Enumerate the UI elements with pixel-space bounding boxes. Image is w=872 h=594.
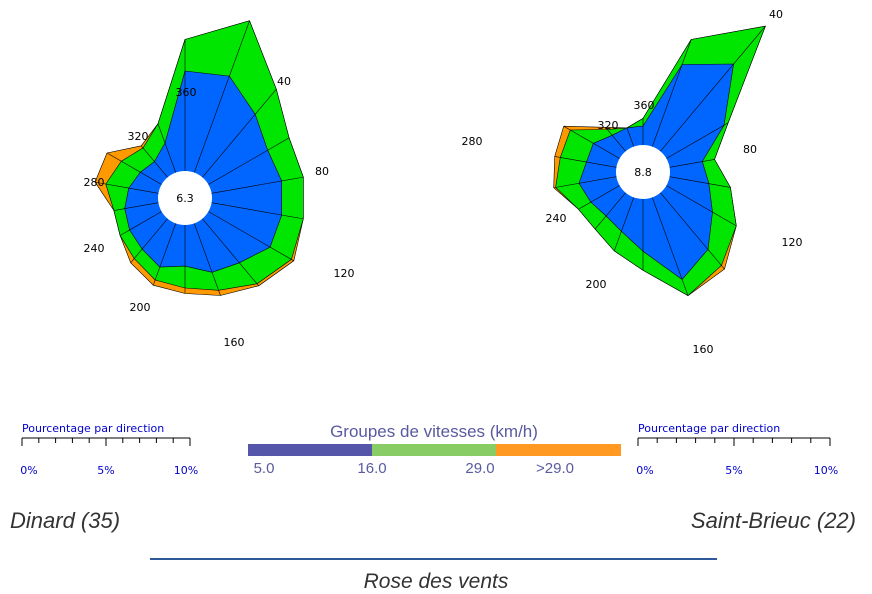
speed-legend-value: 5.0: [254, 460, 275, 477]
direction-label: 280: [462, 135, 483, 148]
rose-spoke: [193, 223, 221, 296]
rose-spoke: [553, 176, 617, 189]
speed-legend-swatch: [372, 444, 496, 456]
station-label-dinard: Dinard (35): [10, 508, 121, 533]
speed-legend-title: Groupes de vitesses (km/h): [330, 422, 538, 441]
speed-legend: Groupes de vitesses (km/h) 5.0 16.0 29.0 >2…: [248, 422, 621, 477]
rose-spoke: [669, 159, 715, 168]
direction-label: 240: [546, 212, 567, 225]
direction-label: 160: [693, 343, 714, 356]
rose-spoke: [106, 152, 162, 185]
direction-label: 200: [586, 278, 607, 291]
percent-scale-tick-label: 5%: [97, 464, 114, 477]
percent-scale-tick-label: 10%: [174, 464, 198, 477]
direction-label: 80: [315, 165, 329, 178]
percent-scale-tick-label: 5%: [725, 464, 742, 477]
rose-spoke: [626, 127, 635, 147]
direction-label: 160: [224, 336, 245, 349]
direction-label: 240: [84, 242, 105, 255]
rose-spoke: [152, 223, 177, 286]
rose-spoke: [202, 88, 277, 178]
rose-spoke: [202, 218, 259, 287]
direction-label: 80: [743, 143, 757, 156]
percent-scale-tick-label: 0%: [20, 464, 37, 477]
direction-label: 40: [277, 75, 291, 88]
rose-spoke: [193, 20, 250, 173]
footer-divider: [150, 558, 717, 560]
wind-rose-saint-brieuc: 8.8 40 80 120 160 200 240 280 320 360: [462, 8, 803, 356]
rose-spoke: [94, 181, 159, 194]
calm-circle: [158, 171, 212, 225]
direction-label: 360: [634, 99, 655, 112]
rose-spoke: [651, 197, 689, 296]
rose-spoke: [554, 156, 617, 168]
station-label-saint-brieuc: Saint-Brieuc (22): [690, 508, 856, 533]
figure-title: Rose des vents: [363, 570, 509, 593]
rose-spoke: [140, 145, 168, 178]
rose-spoke: [563, 125, 620, 159]
direction-label: 40: [769, 8, 783, 21]
rose-spoke: [666, 122, 729, 159]
rose-spoke: [666, 185, 737, 227]
rose-spoke: [605, 127, 626, 152]
direction-label: 320: [128, 130, 149, 143]
calm-circle: [616, 145, 670, 199]
percent-scale-tick-label: 0%: [636, 464, 653, 477]
rose-spoke: [208, 211, 294, 262]
direction-label: 200: [130, 301, 151, 314]
rose-spoke: [130, 218, 168, 263]
speed-legend-value: >29.0: [536, 460, 574, 477]
percent-scale-right: Pourcentage par direction 0% 5% 10%: [636, 422, 838, 477]
direction-label: 120: [782, 236, 803, 249]
percent-scale-title: Pourcentage par direction: [22, 422, 164, 435]
rose-spoke: [157, 123, 177, 173]
percent-scale-tick-label: 10%: [814, 464, 838, 477]
speed-legend-value: 29.0: [465, 460, 494, 477]
direction-label: 280: [84, 176, 105, 189]
percent-scale-title: Pourcentage par direction: [638, 422, 780, 435]
calm-value: 6.3: [176, 192, 194, 205]
direction-label: 320: [598, 119, 619, 132]
direction-label: 120: [334, 267, 355, 280]
speed-legend-swatch: [496, 444, 621, 456]
rose-spoke: [651, 39, 692, 147]
rose-spoke: [578, 185, 620, 210]
percent-scale-left: Pourcentage par direction 0% 5% 10%: [20, 422, 198, 477]
rose-spoke: [119, 211, 162, 236]
speed-legend-value: 16.0: [357, 460, 386, 477]
rose-spoke: [660, 25, 766, 152]
rose-spoke: [594, 192, 626, 230]
direction-label: 360: [176, 86, 197, 99]
rose-spoke: [211, 176, 304, 194]
rose-spoke: [660, 192, 725, 270]
rose-spoke: [113, 202, 159, 211]
rose-spoke: [211, 202, 304, 220]
rose-spoke: [613, 197, 635, 252]
calm-value: 8.8: [634, 166, 652, 179]
rose-spoke: [669, 176, 731, 188]
rose-spoke: [208, 137, 290, 185]
speed-legend-swatch: [248, 444, 372, 456]
wind-rose-dinard: 6.3 40 80 120 160 200 240 280 320 360: [84, 20, 355, 349]
